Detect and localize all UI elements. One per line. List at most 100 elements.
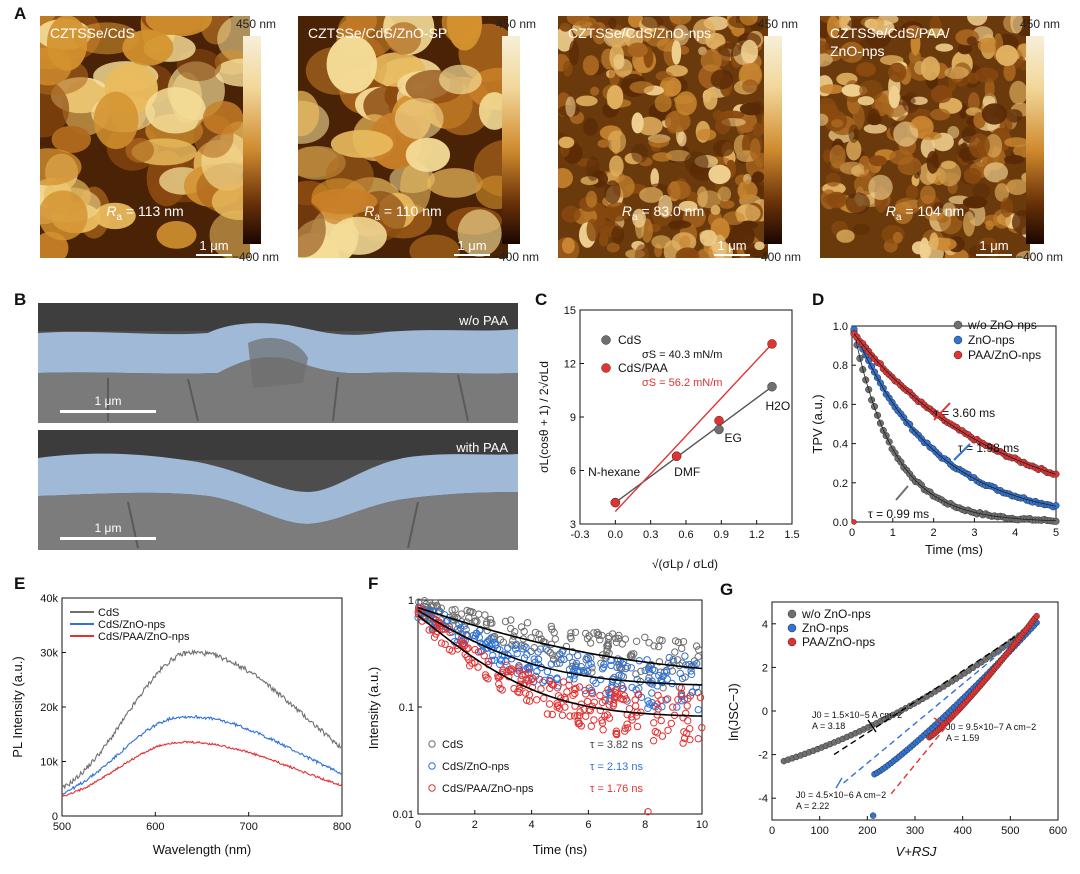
data-point-CdS/PAA/ZnO-nps: [471, 645, 479, 654]
data-point-CdS/PAA/ZnO-nps: [527, 675, 536, 684]
afm-grain: [631, 143, 649, 163]
data-point-CdS/ZnO-nps: [456, 624, 465, 632]
tau-arrow: [953, 443, 971, 461]
data-point-CdS/PAA/ZnO-nps: [466, 662, 474, 670]
data-point-PAA/ZnO-nps: [1033, 612, 1040, 620]
afm-grain: [145, 16, 212, 37]
afm-grain: [122, 29, 174, 66]
legend-marker: [787, 609, 797, 619]
legend-label: ZnO-nps: [968, 333, 1015, 347]
afm-grain: [394, 98, 444, 140]
afm-grain: [669, 16, 692, 25]
data-point-CdS/PAA/ZnO-nps: [674, 696, 682, 704]
data-point-CdS: [674, 638, 683, 646]
data-point-CdS: [499, 638, 508, 646]
data-point-CdS/ZnO-nps: [504, 644, 512, 652]
afm-image-2: CZTSSe/CdS/ZnO-SP Ra = 110 nm 1 μm: [298, 16, 508, 258]
data-point-CdS: [641, 633, 649, 641]
afm-grain: [298, 201, 326, 258]
data-point-CdS/PAA/ZnO-nps: [596, 706, 605, 715]
x-tick-label: 2: [931, 527, 937, 539]
data-point-CdS/PAA/ZnO-nps: [517, 676, 525, 684]
afm-grain: [856, 62, 876, 77]
data-point-CdS/PAA/ZnO-nps: [545, 700, 554, 708]
annotation: DMF: [674, 465, 700, 479]
afm-grain: [972, 183, 991, 200]
data-point-CdS/ZnO-nps: [471, 632, 480, 640]
data-point-CdS/PAA/ZnO-nps: [677, 689, 686, 698]
afm-grain: [330, 216, 387, 255]
legend-marker: [787, 637, 797, 647]
data-point-outlier: [869, 812, 877, 819]
afm-grain: [926, 28, 945, 37]
afm-grain: [558, 26, 574, 52]
j0-annotation: J0 = 4.5×10−6 A cm−2: [796, 790, 886, 800]
chart-e-pl: 500 600 700 800 0 10k 20k 30k 40k CdSCdS/ZnO-npsC…: [10, 593, 351, 857]
x-tick-label: 3: [971, 527, 977, 539]
data-point-CdS/PAA: [767, 339, 777, 349]
data-point-CdS/PAA/ZnO-nps: [524, 676, 533, 685]
tau-label: τ = 1.76 ns: [590, 783, 643, 795]
legend-marker: [601, 363, 611, 373]
data-point-CdS/PAA/ZnO-nps: [682, 709, 690, 718]
afm-grain: [558, 136, 575, 149]
afm-grain: [589, 24, 601, 36]
afm-image-4: CZTSSe/CdS/PAA/ ZnO-nps Ra = 104 nm 1 μm: [820, 16, 1030, 258]
afm-grain: [590, 86, 600, 96]
x-tick-label: 0.6: [678, 529, 693, 541]
afm-grain: [678, 200, 698, 212]
afm-grain: [893, 121, 919, 147]
afm-grain: [409, 234, 460, 258]
afm-grain: [641, 16, 664, 29]
data-point-CdS/ZnO-nps: [576, 667, 584, 675]
data-point-CdS: [567, 634, 575, 643]
data-point-CdS: [598, 631, 606, 640]
afm-grain: [94, 202, 136, 230]
y-tick-label: -4: [758, 793, 768, 805]
x-tick-label: 10: [696, 819, 708, 831]
colorbar-min: −400 nm: [754, 250, 802, 264]
data-point-CdS: [488, 619, 496, 627]
afm-grain: [209, 210, 250, 258]
data-point-CdS/PAA/ZnO-nps: [633, 722, 642, 731]
afm-grain: [729, 224, 755, 248]
panel-label-a: A: [14, 4, 27, 23]
afm-grain: [935, 43, 954, 52]
series-line-CdS/PAA/ZnO-nps: [61, 740, 343, 798]
data-point-CdS/ZnO-nps: [574, 651, 582, 660]
data-point-CdS/ZnO-nps: [565, 653, 574, 661]
afm-grain: [820, 84, 844, 94]
data-point-CdS: [608, 630, 617, 638]
afm-grain: [752, 171, 765, 183]
j0-annotation: J0 = 9.5×10−7 A cm−2: [946, 722, 1036, 732]
afm-grain: [863, 123, 887, 134]
afm-grain: [968, 133, 990, 159]
afm-grain: [839, 161, 865, 175]
data-point-CdS/PAA/ZnO-nps: [698, 723, 706, 732]
data-point-CdS/PAA/ZnO-nps: [686, 735, 694, 744]
afm-grain: [967, 16, 988, 26]
x-axis-label: √(σLp / σLd): [652, 557, 718, 571]
legend-label: CdS: [442, 739, 463, 751]
afm-grain: [1006, 179, 1029, 196]
afm-grain: [604, 180, 621, 205]
data-point-CdS: [544, 646, 552, 655]
afm-grain: [611, 225, 625, 244]
afm-grain: [829, 144, 846, 169]
afm-grain: [1013, 144, 1030, 158]
data-point-CdS/PAA/ZnO-nps: [585, 684, 593, 692]
afm-grain: [1003, 61, 1016, 82]
data-point-CdS/ZnO-nps: [694, 706, 702, 714]
data-point-CdS/ZnO-nps: [584, 667, 592, 676]
data-point-CdS: [501, 617, 510, 626]
data-point-CdS: [548, 625, 556, 633]
afm-grain: [202, 101, 244, 135]
data-point-CdS/PAA/ZnO-nps: [605, 701, 613, 709]
colorbar-min: −400 nm: [492, 250, 540, 264]
afm-grain: [750, 138, 761, 161]
data-point-CdS/PAA/ZnO-nps: [619, 695, 627, 704]
afm-grain: [911, 241, 927, 255]
afm-grain: [826, 16, 840, 39]
data-point-CdS/PAA/ZnO-nps: [613, 690, 622, 698]
afm-grain: [957, 43, 972, 55]
